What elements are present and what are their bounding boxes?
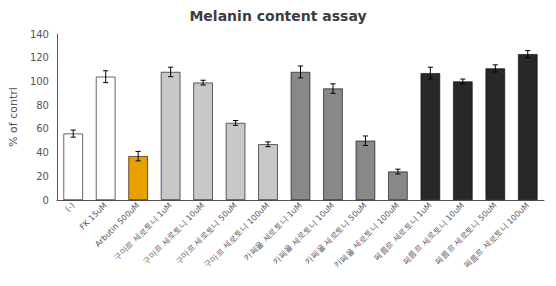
svg-text:80: 80 <box>36 100 49 111</box>
svg-text:페름르 세로토니 50uM: 페름르 세로토니 50uM <box>433 201 498 266</box>
svg-text:0: 0 <box>43 195 49 206</box>
svg-text:% of contrl: % of contrl <box>7 87 20 147</box>
svg-text:Arbutin 500uM: Arbutin 500uM <box>93 200 142 249</box>
svg-text:페름르 세로토니 1uM: 페름르 세로토니 1uM <box>372 201 434 263</box>
svg-text:카페올 세로토니 100uM: 카페올 세로토니 100uM <box>332 201 401 270</box>
svg-text:카페올 세로토니 50uM: 카페올 세로토니 50uM <box>303 201 368 266</box>
svg-text:Melanin content assay: Melanin content assay <box>189 8 366 24</box>
svg-text:페름르 세로토니 10uM: 페름르 세로토니 10uM <box>401 201 466 266</box>
svg-text:FK 15uM: FK 15uM <box>78 201 109 232</box>
svg-text:구마르 세로토니 100uM: 구마르 세로토니 100uM <box>202 201 271 270</box>
svg-text:100: 100 <box>30 76 49 87</box>
svg-text:구마르 세로토니 50uM: 구마르 세로토니 50uM <box>174 201 239 266</box>
svg-text:140: 140 <box>30 29 49 40</box>
svg-text:(-): (-) <box>64 201 77 214</box>
svg-text:40: 40 <box>36 147 49 158</box>
svg-text:카페올 세로토니 1uM: 카페올 세로토니 1uM <box>242 201 304 263</box>
svg-text:60: 60 <box>36 123 49 134</box>
svg-text:구마르 세로토니 10uM: 구마르 세로토니 10uM <box>141 201 206 266</box>
svg-text:구마르 세로토니 1uM: 구마르 세로토니 1uM <box>112 201 174 263</box>
svg-text:20: 20 <box>36 171 49 182</box>
svg-text:카페올 세로토니 10uM: 카페올 세로토니 10uM <box>271 201 336 266</box>
svg-text:페름르 세로토니 100uM: 페름르 세로토니 100uM <box>462 201 531 270</box>
svg-text:120: 120 <box>30 52 49 63</box>
